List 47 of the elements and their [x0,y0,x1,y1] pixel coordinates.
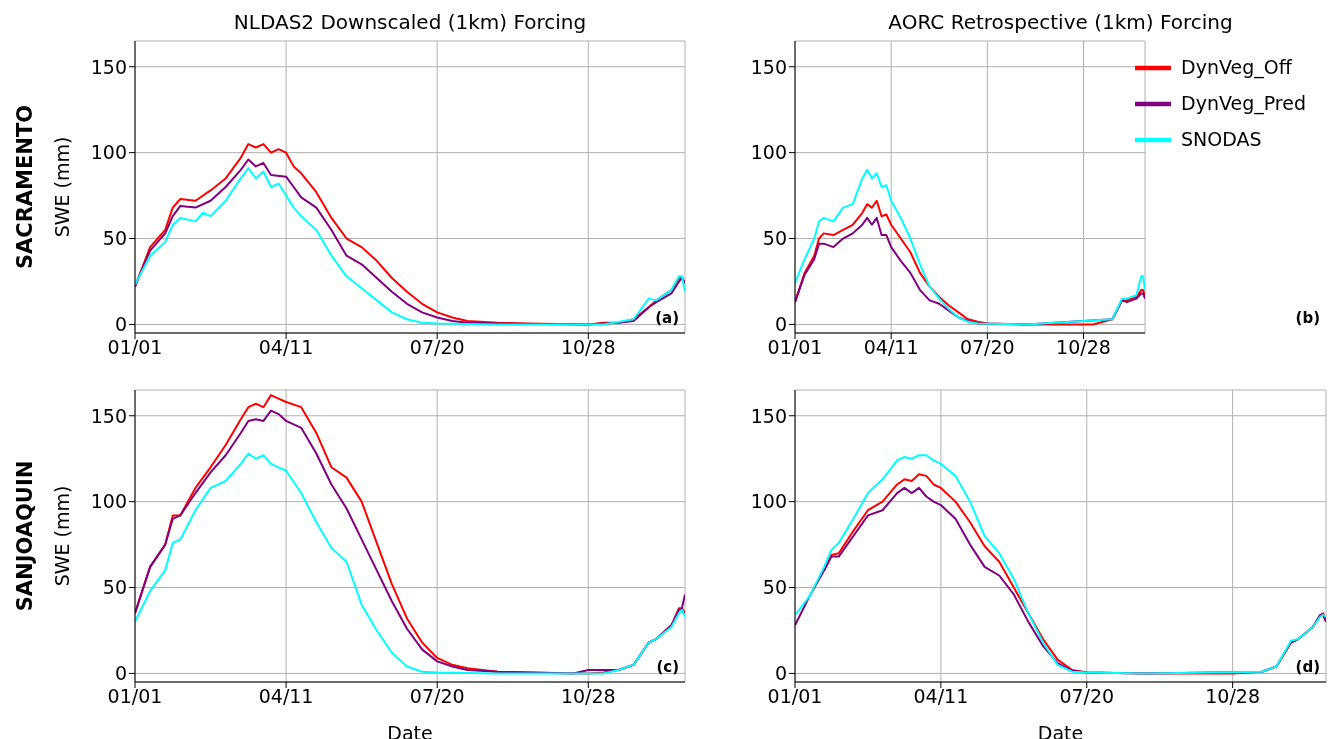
text: SANJOAQUIN [13,460,37,612]
x-tick-label: 10/28 [1205,685,1261,708]
x-tick-label: 07/20 [959,336,1015,359]
y-tick-label: 100 [90,490,127,513]
y-tick-label: 50 [762,227,787,250]
y-tick-label: 150 [90,55,127,78]
x-tick-label: 07/20 [1059,685,1115,708]
x-tick-label: 07/20 [409,685,465,708]
annotation: (c) [656,658,679,676]
x-tick-label: 10/28 [1056,336,1111,359]
line-series [135,452,685,675]
x-tick-label: 01/01 [107,336,163,359]
y-tick-label: 50 [102,576,127,599]
legend-label: SNODAS [1181,127,1262,150]
text: SACRAMENTO [13,104,37,270]
y-tick-label: 50 [102,227,127,250]
x-tick-label: 01/01 [107,685,163,708]
legend-label: DynVeg_Off [1181,55,1292,78]
x-tick-label: 01/01 [767,685,823,708]
line-series [795,168,1146,326]
text: (b) [1295,309,1320,327]
y-tick-label: 0 [114,662,127,685]
x-tick-label: 01/01 [767,336,823,359]
x-tick-label: 04/11 [863,336,919,359]
y-tick-label: 0 [114,313,127,336]
chart-title: AORC Retrospective (1km) Forcing [887,10,1234,34]
y-tick-label: 0 [774,662,787,685]
y-tick-label: 100 [750,490,787,513]
x-tick-label: 07/20 [409,336,465,359]
y-tick-label: 0 [774,313,787,336]
annotation: (a) [655,309,679,327]
y-axis-title: SWE (mm) [51,485,73,587]
legend-label: DynVeg_Pred [1181,91,1306,114]
y-tick-label: 150 [750,404,787,427]
x-tick-label: 04/11 [913,685,969,708]
chart-title: NLDAS2 Downscaled (1km) Forcing [232,10,588,34]
x-tick-label: 04/11 [258,685,314,708]
annotation: (d) [1295,658,1320,676]
y-tick-label: 150 [90,404,127,427]
y-tick-label: 100 [750,141,787,164]
x-tick-label: 10/28 [560,685,616,708]
y-axis-title: SWE (mm) [51,136,73,238]
x-tick-label: 04/11 [258,336,314,359]
y-tick-label: 150 [750,55,787,78]
x-tick-label: 10/28 [560,336,616,359]
y-tick-label: 50 [762,576,787,599]
y-tick-label: 100 [90,141,127,164]
